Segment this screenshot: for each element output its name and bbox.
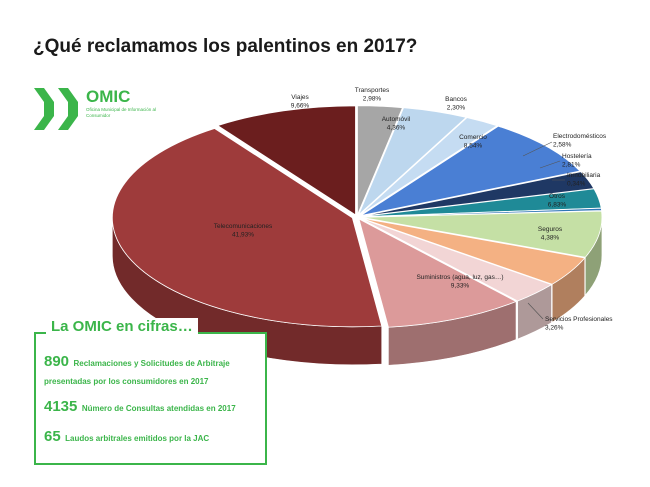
pie-slice-telecomunicaciones [111,128,383,328]
stat-awards-number: 65 [44,428,61,445]
slice-label-inmobiliaria: Inmobiliaria [567,172,601,179]
slice-value-bancos: 2,30% [447,105,466,112]
stat-claims-number: 890 [44,353,70,370]
pie-slice-electrodomesticos [361,171,595,217]
pie-tops [111,105,603,328]
slice-label-telecomunicaciones: Telecomunicaciones [214,223,273,230]
pie-slice-automovil [358,107,467,216]
slice-value-transportes: 2,98% [363,96,382,103]
omic-logo-icon [34,88,78,130]
slice-label-suministros-agua-luz-gas: Suministros (agua, luz, gas…) [416,274,503,281]
slice-value-hosteleria: 2,81% [562,162,581,169]
logo-subtitle: Oficina Municipal de Información al Cons… [86,107,157,118]
leader-line-hosteleria [539,160,561,169]
page-title: ¿Qué reclamamos los palentinos en 2017? [33,36,418,57]
slice-value-telecomunicaciones: 41,93% [232,232,254,239]
pie-slice-viajes [216,105,356,216]
slice-label-hosteleria: Hostelería [562,153,592,160]
slice-label-bancos: Bancos [445,96,467,103]
slice-label-viajes: Viajes [291,94,309,101]
pie-slice-servicios-profesionales [360,218,553,302]
slice-value-servicios-profesionales: 3,26% [545,325,564,332]
slice-label-seguros: Seguros [538,226,563,233]
slice-label-automovil: Automóvil [382,116,411,123]
slice-value-comercio: 8,54% [464,143,483,150]
leader-line-servicios-profesionales [527,302,544,320]
pie-labels: Transportes 2,98% Automóvil 4,36% Bancos 2,30… [214,87,614,332]
stat-claims-text: Reclamaciones y Solicitudes de Arbitraje… [44,359,230,386]
stat-awards: 65 Laudos arbitrales emitidos por la JAC [44,428,209,446]
slice-value-seguros: 4,38% [541,235,560,242]
slice-label-transportes: Transportes [355,87,390,94]
pie-slice-suministros-agua-luz-gas [358,218,517,328]
pie-slice-comercio [360,125,581,216]
stat-queries-number: 4135 [44,398,78,415]
pie-slice-bancos [359,117,498,216]
slice-label-electrodomesticos: Electrodomésticos [553,133,607,140]
info-box [34,332,267,465]
pie-slice-inmobiliaria [361,207,603,218]
slice-value-viajes: 9,66% [291,103,310,110]
info-box-title: La OMIC en cifras… [46,318,198,335]
slice-value-inmobiliaria: 0,34% [567,181,586,188]
leader-line-electrodomesticos [522,141,553,157]
slice-value-electrodomesticos: 2,58% [553,142,572,149]
slice-value-automovil: 4,36% [387,125,406,132]
slice-label-servicios-profesionales: Servicios Profesionales [545,316,613,323]
stat-queries: 4135 Número de Consultas atendidas en 20… [44,398,236,416]
pie-slice-transportes [357,105,404,215]
stat-queries-text: Número de Consultas atendidas en 2017 [81,404,236,413]
slice-value-otros: 6,83% [548,202,567,209]
pie-slice-seguros [361,217,586,285]
slice-label-otros: Otros [549,193,566,200]
pie-slice-otros [361,210,603,258]
slice-label-comercio: Comercio [459,134,487,141]
logo-name: OMIC [86,87,131,106]
slice-value-suministros-agua-luz-gas: 9,33% [451,283,470,290]
stat-awards-text: Laudos arbitrales emitidos por la JAC [65,434,210,443]
stat-claims: 890 Reclamaciones y Solicitudes de Arbit… [44,354,254,390]
